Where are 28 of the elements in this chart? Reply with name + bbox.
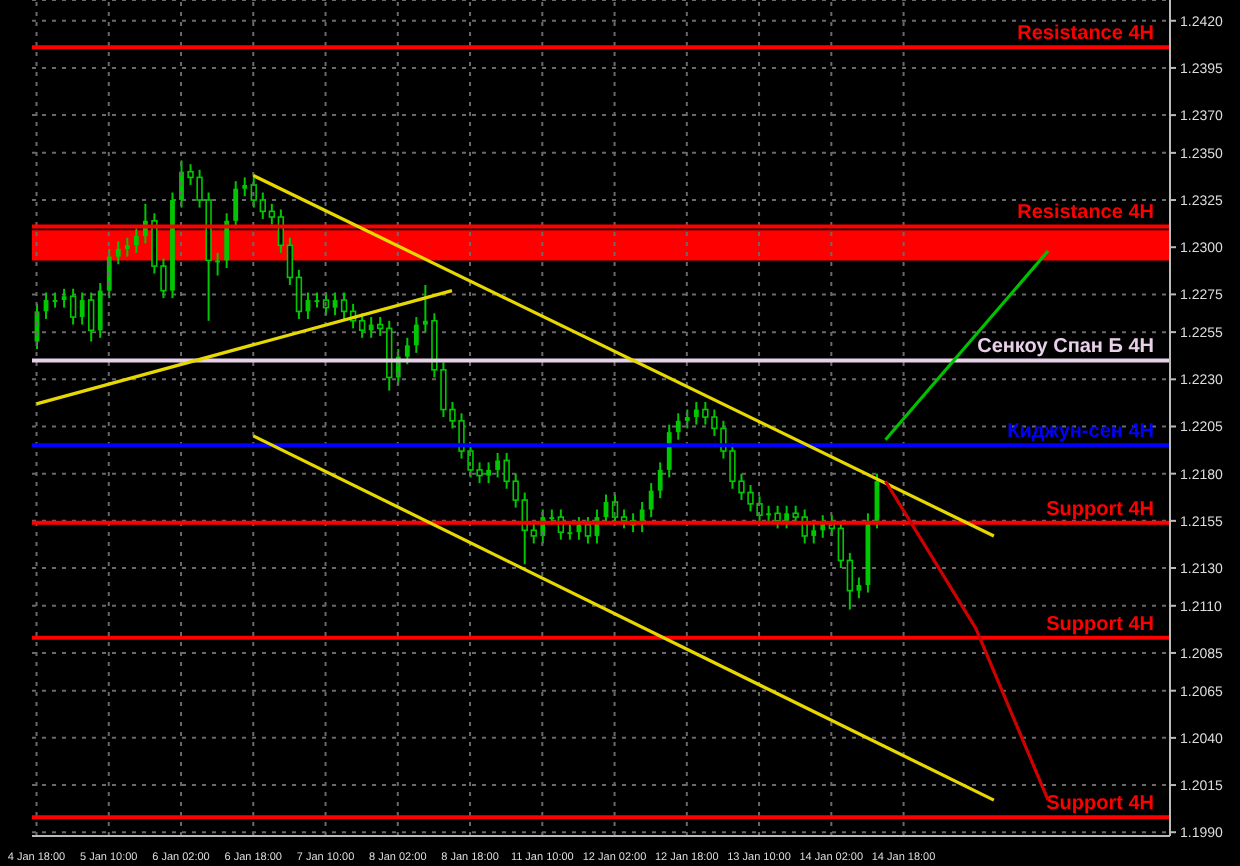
candlestick [115,240,121,266]
candlestick [224,212,230,269]
ref-line-label: Киджун-сен 4H [1007,421,1154,444]
candlestick [657,461,663,500]
candlestick [69,287,77,326]
ref-line-label: Support 4H [1046,613,1154,636]
candlestick [620,508,628,530]
ref-line-label: Resistance 4H [1017,23,1154,46]
candlestick [97,282,103,339]
candlestick [358,312,366,339]
candlestick [684,408,690,430]
candlestick [124,236,130,258]
candlestick [340,291,348,320]
candlestick [774,504,781,530]
ref-line-label: Support 4H [1046,793,1154,816]
candlestick [87,291,95,343]
candlestick [233,180,239,230]
candlestick [648,482,654,519]
candlestick [666,423,672,479]
candlestick [404,336,410,366]
candlestick [242,176,248,198]
ref-line-label: Сенкоу Спан Б 4H [977,336,1154,359]
candlestick [584,516,592,545]
candlestick [675,412,681,441]
ref-line-label: Resistance 4H [1017,202,1154,225]
candlestick [413,316,419,354]
candlestick [133,227,139,254]
ref-line-label: Support 4H [1046,498,1154,521]
